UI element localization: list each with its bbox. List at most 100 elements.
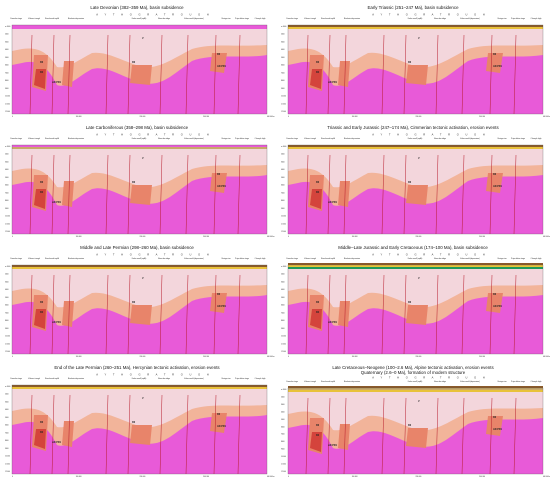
unit-label-r3: R3 [132,181,136,184]
depth-tick-label: m 1000 [281,26,286,28]
fault-line [67,34,71,115]
sediment-band [12,385,267,387]
unit-label-basement: AR-PR1 [493,65,503,68]
structure-label: Nizshnia depression [344,258,360,260]
structure-label: Chernyh high [531,381,542,383]
depth-tick-label: 10 000 [5,456,10,458]
depth-tick-label: 11 000 [5,343,10,345]
depth-tick-label: 6000 [281,65,285,67]
rift-wedge [406,185,428,205]
structure-label: Kolva swell (uplift) [408,17,423,20]
unit-label-top: V [418,157,420,160]
structure-label: Nizshnia depression [68,258,84,260]
distance-tick-label: 400 000 m [267,476,275,478]
structure-label: Novo-bor ridge [434,18,446,20]
structure-label: Pripa-kolva stage [235,137,249,140]
depth-tick-label: 3000 [281,161,285,163]
depth-tick-label: 10 000 [281,216,286,218]
structure-label: Vishera trough [304,257,316,260]
depth-tick-label: 3000 [5,161,9,163]
distance-tick-label: 400 000 m [267,236,275,238]
fault-line [213,34,217,115]
fault-line [159,394,163,475]
fault-line [29,274,33,355]
structure-label: Kolva swell (depression) [184,378,204,380]
structure-label: Kolva swell (uplift) [408,137,423,140]
depth-tick-label: 6000 [5,65,9,67]
structure-label: Yazovka stage [10,17,22,20]
depth-tick-label: 7000 [5,312,9,314]
rift-wedge-core [310,432,322,452]
fault-line [305,154,309,235]
fault-line [513,397,517,475]
depth-tick-label: 12 000 [281,111,286,113]
distance-tick-label: 300 000 [479,236,485,238]
unit-label-r3: R3 [217,293,221,296]
rift-wedge [130,185,152,205]
sediment-band [288,145,543,147]
trough-label: A Y T H O G R A T R O U G H [372,376,487,380]
fault-line [67,394,71,475]
unit-label-r3: R3 [40,61,44,64]
depth-tick-label: 2000 [5,274,9,276]
panel-title: Middle–Late Jurassic and Early Cretaceou… [338,245,488,250]
fault-line [159,34,163,115]
depth-tick-label: m 1000 [5,386,10,388]
fault-line [327,397,331,475]
fault-line [461,274,465,355]
fault-line [403,274,407,355]
rift-wedge [62,61,74,87]
depth-tick-label: 6000 [281,426,285,428]
depth-tick-label: 8000 [5,320,9,322]
depth-tick-label: 6000 [5,305,9,307]
fault-line [29,154,33,235]
unit-label-r3: R3 [316,61,320,64]
distance-tick-label: 0 [12,236,13,238]
rift-wedge [486,53,503,73]
fault-line [489,274,493,355]
sediment-band [12,267,267,269]
distance-tick-label: 200 000 [140,236,146,238]
fault-line [105,274,109,355]
depth-tick-label: 2000 [281,396,285,398]
section-frame [287,387,544,475]
fault-line [127,34,131,115]
structure-label: Vizinga rise [497,138,506,140]
structure-label: Stanchevski uplift [321,137,335,140]
panel-title: Late Cretaceous–Neogene (100–2.6 Ma), Al… [332,365,494,370]
depth-tick-label: 5000 [5,297,9,299]
structure-label: Kolva swell (depression) [460,18,480,20]
depth-tick-label: 2000 [281,34,285,36]
depth-tick-label: 12 000 [5,111,10,113]
distance-tick-label: 100 000 [76,356,82,358]
structure-label: Nizshnia depression [344,381,360,383]
unit-label-basement: AR-PR1 [52,201,62,204]
fault-line [159,154,163,235]
unit-label-basement: AR-PR1 [217,65,227,68]
fault-line [489,154,493,235]
depth-tick-label: 7000 [5,432,9,434]
unit-label-r3: R3 [316,181,320,184]
distance-tick-label: 300 000 [479,356,485,358]
structure-label: Chernyh high [255,18,266,20]
section-body [287,24,544,115]
unit-label-r2: R2 [316,191,320,194]
depth-tick-label: 4000 [281,169,285,171]
unit-label-r3: R3 [132,61,136,64]
fault-line [159,274,163,355]
depth-tick-label: 10 000 [5,96,10,98]
fault-line [67,274,71,355]
distance-tick-label: 300 000 [479,116,485,118]
structure-label: Vizinga rise [497,18,506,20]
sediment-band [288,388,543,390]
rift-wedge [406,428,428,448]
cross-section-panel: Late Devonian (382–359 Ma), basin subsid… [5,5,275,118]
fault-line [185,394,189,475]
structure-label: Kolva swell (uplift) [408,380,423,383]
distance-tick-label: 300 000 [203,236,209,238]
structure-label: Stanchevski uplift [321,17,335,20]
distance-tick-label: 400 000 m [267,116,275,118]
fault-line [185,274,189,355]
fault-line [185,34,189,115]
depth-tick-label: 2000 [281,154,285,156]
